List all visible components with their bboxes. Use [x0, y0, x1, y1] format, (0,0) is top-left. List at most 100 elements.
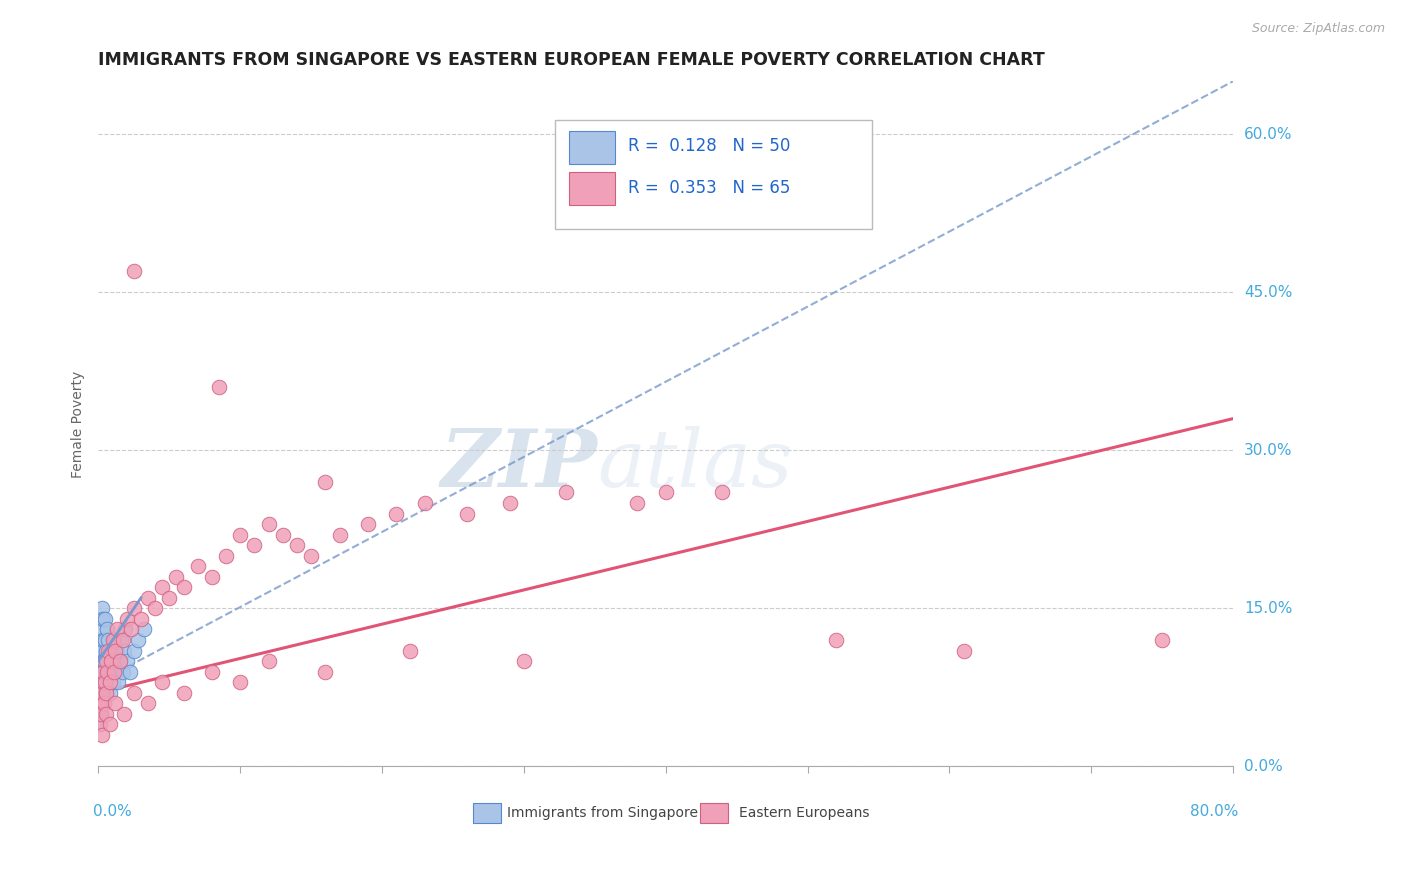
Point — [299, 549, 322, 563]
Point — [103, 654, 125, 668]
Point — [91, 623, 114, 637]
Point — [96, 654, 118, 668]
Point — [94, 612, 117, 626]
Point — [91, 686, 114, 700]
FancyBboxPatch shape — [554, 120, 872, 228]
Point — [96, 686, 118, 700]
Point — [105, 623, 128, 637]
Point — [94, 632, 117, 647]
Point — [456, 507, 478, 521]
Point — [101, 643, 124, 657]
Point — [93, 612, 115, 626]
Point — [201, 665, 224, 679]
Point — [112, 643, 135, 657]
Y-axis label: Female Poverty: Female Poverty — [72, 370, 86, 477]
Point — [90, 612, 112, 626]
Point — [101, 675, 124, 690]
Point — [243, 538, 266, 552]
Point — [165, 570, 187, 584]
Point — [93, 675, 115, 690]
Point — [94, 654, 117, 668]
Point — [97, 632, 120, 647]
Text: 0.0%: 0.0% — [1244, 759, 1282, 774]
Point — [100, 654, 122, 668]
Text: R =  0.353   N = 65: R = 0.353 N = 65 — [628, 178, 790, 196]
Point — [94, 706, 117, 721]
Point — [108, 654, 131, 668]
Text: 30.0%: 30.0% — [1244, 442, 1292, 458]
Point — [91, 632, 114, 647]
Point — [101, 632, 124, 647]
Point — [314, 665, 336, 679]
Point — [98, 665, 121, 679]
Point — [103, 632, 125, 647]
Point — [513, 654, 536, 668]
Point — [257, 516, 280, 531]
Point — [111, 665, 134, 679]
Point — [98, 717, 121, 731]
Point — [90, 632, 112, 647]
Point — [108, 654, 131, 668]
Point — [96, 665, 118, 679]
Point — [115, 654, 138, 668]
Point — [257, 654, 280, 668]
Text: Source: ZipAtlas.com: Source: ZipAtlas.com — [1251, 22, 1385, 36]
Bar — [569, 172, 614, 204]
Point — [93, 665, 115, 679]
Point — [626, 496, 648, 510]
Point — [122, 601, 145, 615]
Point — [111, 632, 134, 647]
Point — [314, 475, 336, 489]
Point — [107, 675, 129, 690]
Point — [98, 675, 121, 690]
Text: IMMIGRANTS FROM SINGAPORE VS EASTERN EUROPEAN FEMALE POVERTY CORRELATION CHART: IMMIGRANTS FROM SINGAPORE VS EASTERN EUR… — [98, 51, 1045, 69]
Point — [97, 675, 120, 690]
Text: 80.0%: 80.0% — [1191, 805, 1239, 819]
Point — [90, 686, 112, 700]
Point — [132, 623, 155, 637]
Text: 60.0%: 60.0% — [1244, 127, 1292, 142]
Point — [90, 706, 112, 721]
Point — [150, 580, 173, 594]
Text: 0.0%: 0.0% — [93, 805, 132, 819]
Point — [96, 643, 118, 657]
Point — [91, 675, 114, 690]
Point — [157, 591, 180, 605]
Bar — [569, 130, 614, 163]
Point — [90, 665, 112, 679]
Point — [103, 665, 125, 679]
Point — [94, 675, 117, 690]
Point — [94, 665, 117, 679]
Point — [93, 696, 115, 710]
Point — [98, 643, 121, 657]
Point — [105, 643, 128, 657]
Point — [91, 601, 114, 615]
Point — [173, 580, 195, 594]
Point — [215, 549, 238, 563]
Point — [122, 264, 145, 278]
Point — [357, 516, 380, 531]
Bar — [472, 803, 501, 823]
Point — [89, 675, 111, 690]
Point — [112, 706, 135, 721]
Point — [271, 527, 294, 541]
Point — [122, 643, 145, 657]
Point — [136, 696, 159, 710]
Point — [1152, 632, 1174, 647]
Point — [114, 623, 136, 637]
Point — [229, 675, 252, 690]
Point — [187, 559, 209, 574]
Text: atlas: atlas — [598, 426, 793, 504]
Point — [122, 686, 145, 700]
Point — [115, 612, 138, 626]
Text: 45.0%: 45.0% — [1244, 285, 1292, 300]
Point — [136, 591, 159, 605]
Text: ZIP: ZIP — [440, 426, 598, 504]
Point — [100, 686, 122, 700]
Point — [94, 686, 117, 700]
Point — [825, 632, 848, 647]
Text: Eastern Europeans: Eastern Europeans — [740, 806, 870, 820]
Point — [110, 632, 132, 647]
Point — [93, 654, 115, 668]
Point — [143, 601, 166, 615]
